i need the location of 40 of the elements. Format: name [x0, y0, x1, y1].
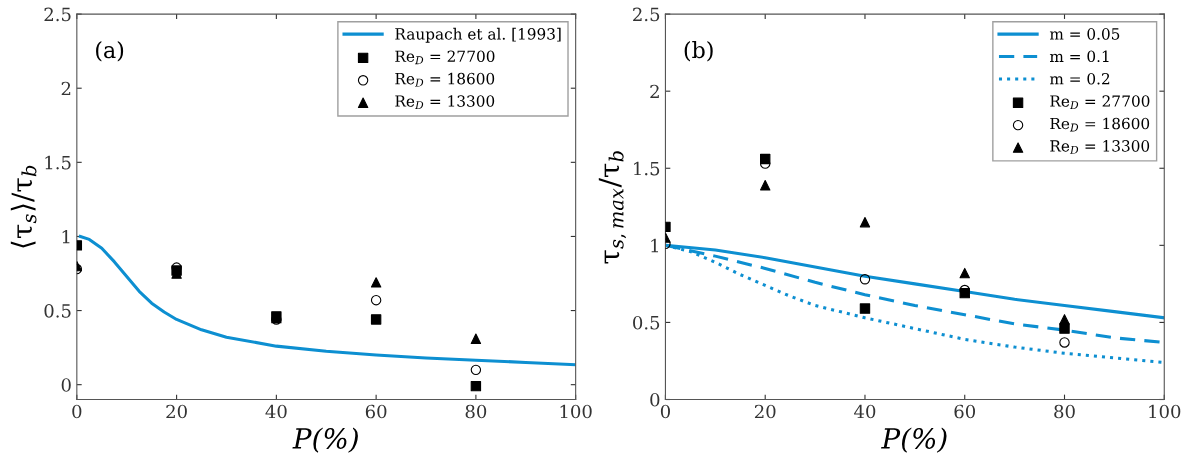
legend-label: m = 0.1	[1049, 50, 1109, 63]
x-tick-label: 60	[954, 404, 976, 419]
y-tick-label: 2	[61, 81, 71, 96]
annotation: (b)	[684, 41, 713, 62]
y-tick-label: 2.5	[44, 7, 71, 22]
y-tick-label: 2.5	[633, 7, 660, 22]
y-tick-label: 1	[651, 238, 659, 253]
legend-label: Re$_{D}$ = 13300	[1050, 140, 1150, 154]
x-tick-label: 40	[265, 404, 287, 419]
x-axis-title: P(%)	[292, 427, 358, 453]
annotation: (a)	[96, 41, 124, 62]
legend-label: Re$_{D}$ = 18600	[395, 72, 495, 87]
x-tick-label: 20	[166, 404, 187, 419]
legend-label: m = 0.05	[1049, 28, 1120, 40]
y-tick-label: 0	[61, 378, 71, 392]
legend-label: Re$_{D}$ = 27700	[395, 50, 495, 65]
y-tick-label: 1.5	[634, 161, 660, 176]
legend-label: Re$_{D}$ = 13300	[395, 95, 495, 109]
legend-label: m = 0.2	[1049, 72, 1110, 85]
y-tick-label: 1	[62, 229, 70, 244]
y-tick-label: 1.5	[45, 155, 71, 170]
y-tick-label: 2	[650, 84, 659, 99]
y-tick-label: 0.5	[44, 304, 71, 318]
x-tick-label: 60	[365, 404, 387, 419]
x-tick-label: 0	[660, 404, 670, 419]
y-tick-label: 0	[650, 392, 660, 407]
x-tick-label: 20	[754, 404, 776, 419]
legend-label: Re$_{D}$ = 18600	[1050, 117, 1150, 132]
legend-label: Raupach et al. [1993]	[395, 27, 561, 43]
x-tick-label: 100	[1149, 404, 1181, 419]
x-tick-label: 40	[854, 404, 876, 419]
x-tick-label: 80	[465, 404, 487, 419]
x-tick-label: 0	[72, 404, 82, 419]
x-tick-label: 100	[560, 404, 592, 419]
legend-label: Re$_{D}$ = 27700	[1050, 95, 1150, 109]
x-axis-title: P(%)	[881, 427, 947, 453]
x-tick-label: 80	[1054, 404, 1075, 419]
y-axis-title: τ$_{s,max}$/τ$_{b}$	[598, 151, 627, 264]
y-axis-title: ⟨τ$_{s}$⟩/τ$_{b}$	[10, 165, 37, 248]
y-tick-label: 0.5	[633, 315, 660, 330]
